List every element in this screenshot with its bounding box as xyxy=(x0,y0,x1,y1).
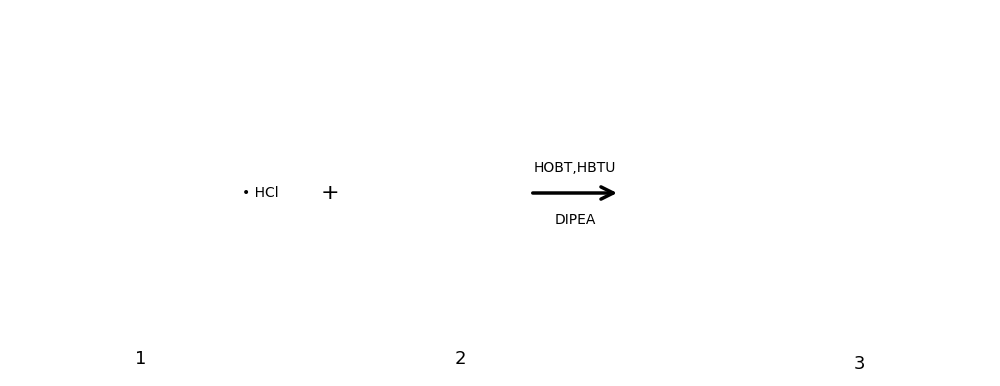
Text: +: + xyxy=(321,183,340,203)
Text: HOBT,HBTU: HOBT,HBTU xyxy=(534,161,616,175)
Text: 1: 1 xyxy=(135,350,146,368)
Text: DIPEA: DIPEA xyxy=(554,213,596,227)
Text: 3: 3 xyxy=(854,356,865,373)
Text: • HCl: • HCl xyxy=(242,186,279,200)
Text: 2: 2 xyxy=(454,350,466,368)
